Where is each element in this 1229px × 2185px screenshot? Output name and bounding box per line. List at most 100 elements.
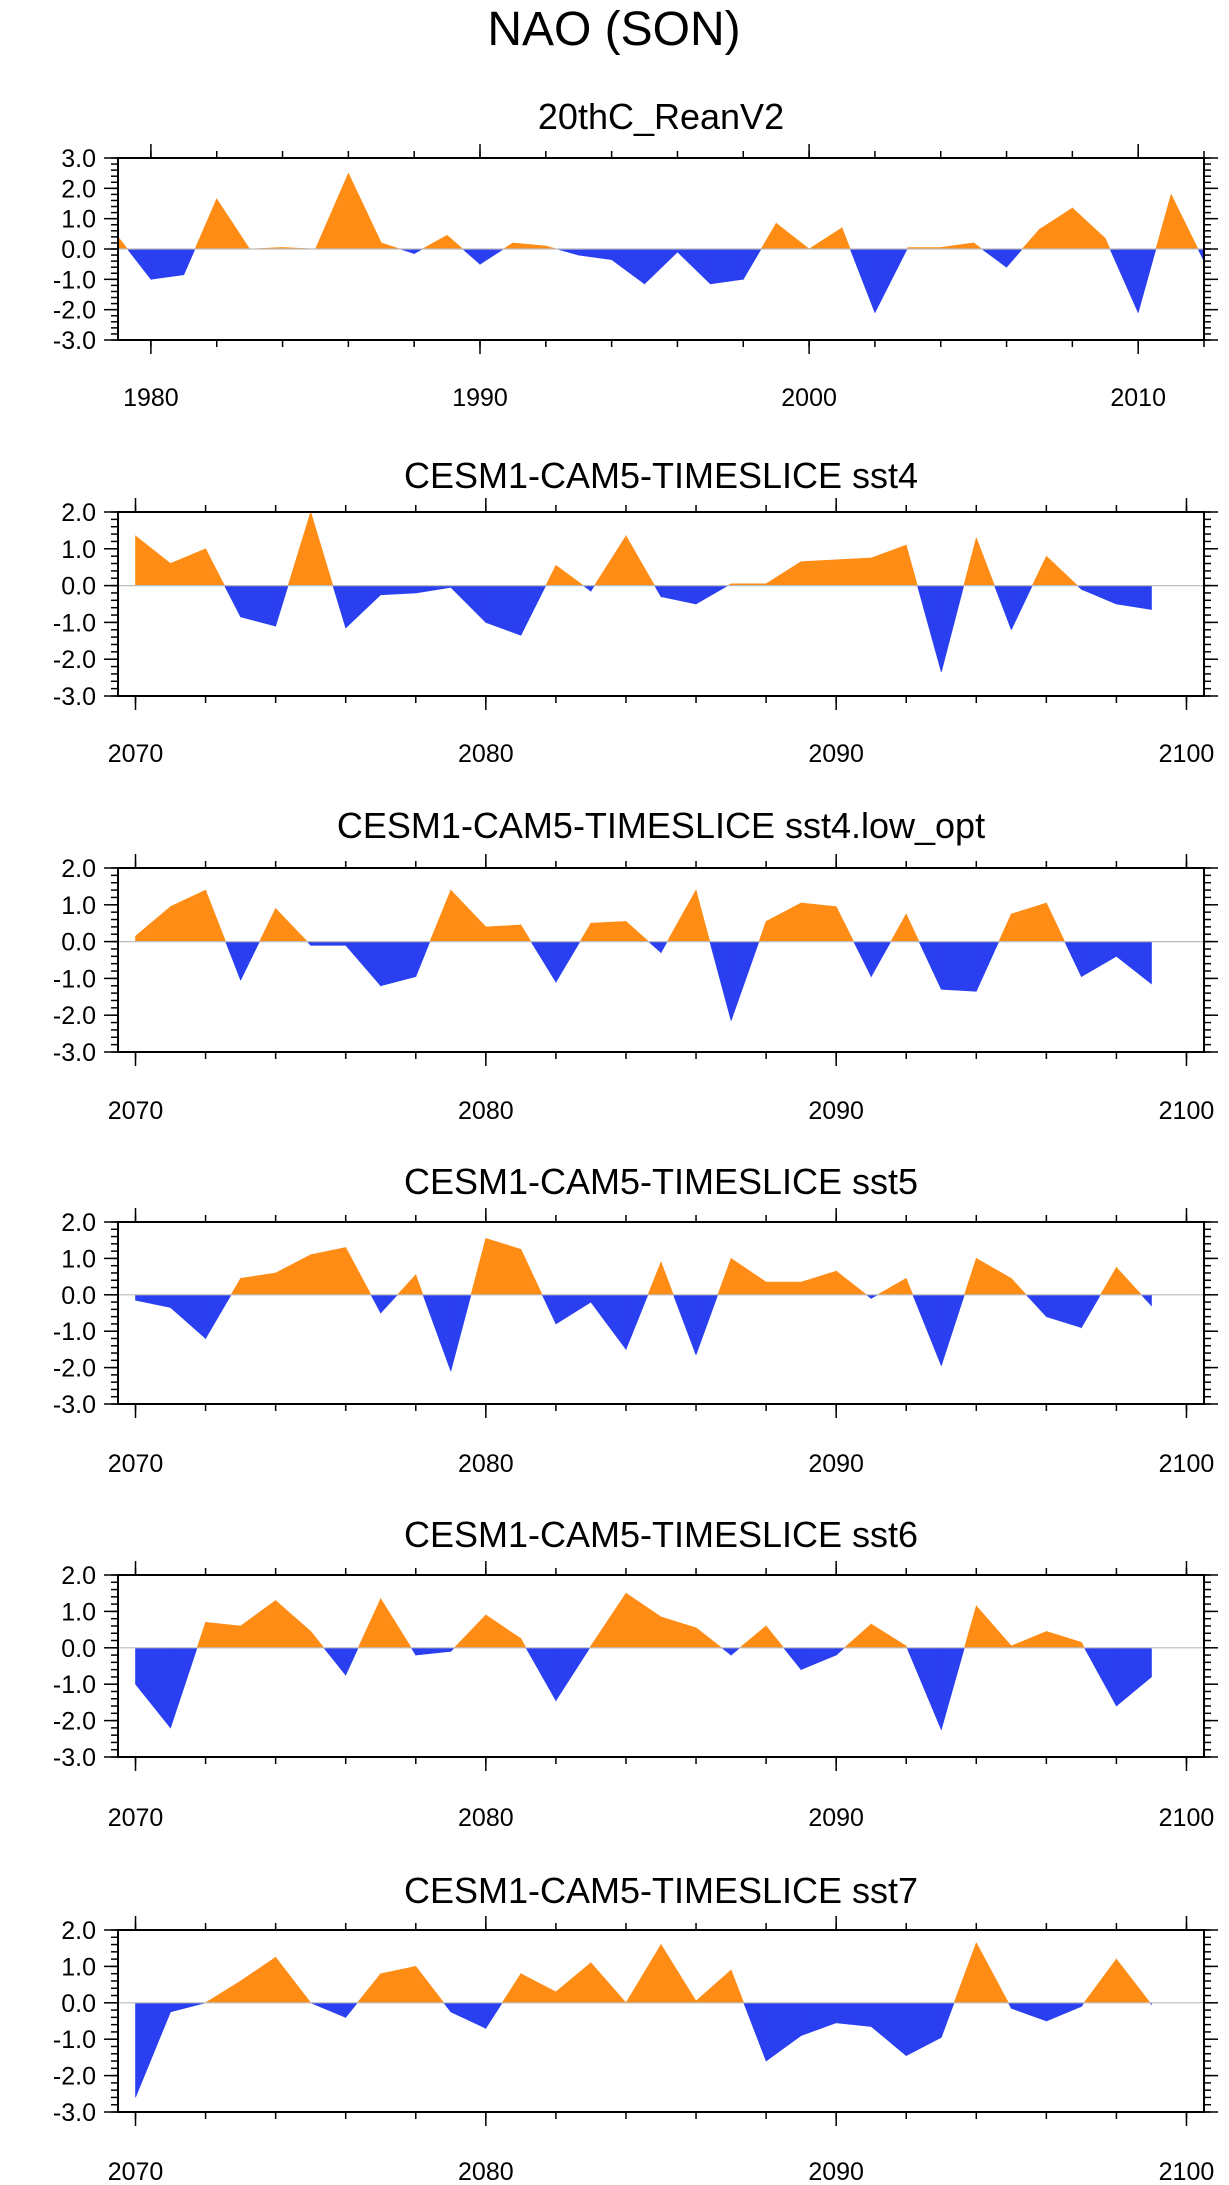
positive-area bbox=[348, 173, 382, 250]
x-tick-label: 2090 bbox=[808, 1804, 864, 1832]
negative-area bbox=[1137, 248, 1157, 313]
positive-area bbox=[876, 1277, 907, 1296]
negative-area bbox=[422, 1294, 452, 1372]
positive-area bbox=[380, 1597, 412, 1649]
panel-title: CESM1-CAM5-TIMESLICE sst4 bbox=[404, 455, 918, 496]
negative-area bbox=[695, 1294, 719, 1356]
chart-panel-6: CESM1-CAM5-TIMESLICE sst7 2.0 1.0 0.0 -1.0 -2… bbox=[53, 1870, 1218, 2185]
x-tick-label: 2100 bbox=[1159, 1097, 1215, 1125]
positive-area bbox=[1039, 207, 1073, 250]
positive-area bbox=[240, 1599, 276, 1649]
y-tick-label: -3.0 bbox=[53, 1391, 96, 1419]
positive-area bbox=[730, 1257, 767, 1296]
negative-area bbox=[582, 585, 592, 592]
negative-area bbox=[556, 248, 580, 256]
plot-frame bbox=[117, 511, 1205, 697]
y-tick-label: -1.0 bbox=[53, 266, 96, 294]
negative-area bbox=[912, 1294, 942, 1366]
positive-area bbox=[1010, 1630, 1047, 1649]
y-tick-label: -1.0 bbox=[53, 1671, 96, 1699]
positive-area bbox=[216, 197, 251, 250]
positive-area bbox=[485, 924, 522, 942]
negative-area bbox=[555, 1647, 591, 1702]
positive-area bbox=[843, 1623, 872, 1649]
negative-area bbox=[240, 585, 276, 627]
positive-area bbox=[135, 905, 171, 942]
positive-area bbox=[695, 890, 711, 942]
y-tick-label: 0.0 bbox=[61, 1990, 96, 2018]
panel-title: CESM1-CAM5-TIMESLICE sst7 bbox=[404, 1870, 918, 1911]
y-tick-label: -3.0 bbox=[53, 327, 96, 355]
positive-area bbox=[446, 234, 464, 250]
negative-area bbox=[485, 585, 522, 636]
negative-area bbox=[525, 1647, 557, 1702]
y-tick-label: 1.0 bbox=[61, 1953, 96, 1981]
positive-area bbox=[1116, 1266, 1143, 1296]
negative-area bbox=[380, 941, 417, 987]
positive-area bbox=[356, 1972, 382, 2004]
panel-title: 20thC_ReanV2 bbox=[538, 96, 784, 137]
negative-area bbox=[126, 248, 152, 281]
positive-area bbox=[275, 1956, 312, 2004]
positive-area bbox=[1021, 228, 1040, 250]
chart-panel-5: CESM1-CAM5-TIMESLICE sst6 2.0 1.0 0.0 -1.0 -2… bbox=[53, 1514, 1218, 1832]
positive-area bbox=[765, 1281, 802, 1296]
negative-area bbox=[1064, 941, 1082, 977]
positive-area bbox=[953, 1942, 977, 2004]
positive-area bbox=[555, 1962, 592, 2004]
negative-area bbox=[345, 941, 382, 987]
positive-area bbox=[520, 1637, 527, 1649]
positive-area bbox=[579, 922, 592, 942]
chart-panel-1: 20thC_ReanV2 3.02.0 1.00.0-1.0 -2.0-3.0 1980… bbox=[53, 96, 1218, 412]
positive-area bbox=[775, 222, 810, 250]
x-tick-label: 2090 bbox=[808, 2158, 864, 2185]
positive-area bbox=[800, 559, 837, 586]
y-tick-label: -2.0 bbox=[53, 297, 96, 325]
negative-area bbox=[765, 2002, 802, 2062]
y-tick-label: 2.0 bbox=[61, 1562, 96, 1590]
negative-area bbox=[410, 1647, 417, 1657]
positive-area bbox=[975, 1942, 1009, 2004]
y-tick-label: 2.0 bbox=[61, 175, 96, 203]
negative-area bbox=[450, 585, 487, 624]
y-tick-label: -2.0 bbox=[53, 1355, 96, 1383]
negative-area bbox=[541, 1294, 557, 1325]
negative-area bbox=[555, 1294, 592, 1325]
negative-area bbox=[940, 941, 977, 992]
positive-area bbox=[660, 1943, 697, 2004]
positive-area bbox=[800, 902, 837, 942]
positive-area bbox=[660, 1616, 697, 1649]
x-tick-label: 1990 bbox=[452, 384, 508, 412]
positive-area bbox=[380, 1966, 417, 2004]
y-tick-label: -3.0 bbox=[53, 2099, 96, 2127]
figure-title: NAO (SON) bbox=[487, 3, 740, 56]
negative-area bbox=[345, 585, 382, 629]
positive-area bbox=[194, 198, 217, 250]
positive-area bbox=[1046, 555, 1079, 586]
negative-area bbox=[918, 941, 942, 990]
negative-area bbox=[1081, 585, 1117, 605]
negative-area bbox=[485, 2002, 503, 2030]
y-tick-label: 0.0 bbox=[61, 236, 96, 264]
x-tick-label: 2010 bbox=[1110, 384, 1166, 412]
x-tick-label: 2070 bbox=[108, 1450, 164, 1478]
negative-area bbox=[709, 941, 732, 1021]
x-tick-label: 2090 bbox=[808, 1450, 864, 1478]
positive-area bbox=[287, 511, 312, 586]
positive-area bbox=[415, 1274, 424, 1296]
negative-area bbox=[170, 1294, 206, 1340]
area-fill bbox=[135, 1592, 1152, 1730]
positive-area bbox=[1031, 556, 1047, 586]
negative-area bbox=[940, 585, 965, 673]
negative-area bbox=[835, 2002, 872, 2027]
positive-area bbox=[998, 913, 1012, 942]
negative-area bbox=[1116, 941, 1152, 985]
positive-area bbox=[593, 534, 627, 586]
negative-area bbox=[647, 941, 662, 954]
positive-area bbox=[240, 1272, 276, 1296]
negative-area bbox=[332, 585, 347, 628]
positive-area bbox=[647, 1261, 662, 1296]
negative-area bbox=[654, 585, 662, 598]
positive-area bbox=[695, 1969, 732, 2004]
positive-area bbox=[205, 889, 227, 942]
